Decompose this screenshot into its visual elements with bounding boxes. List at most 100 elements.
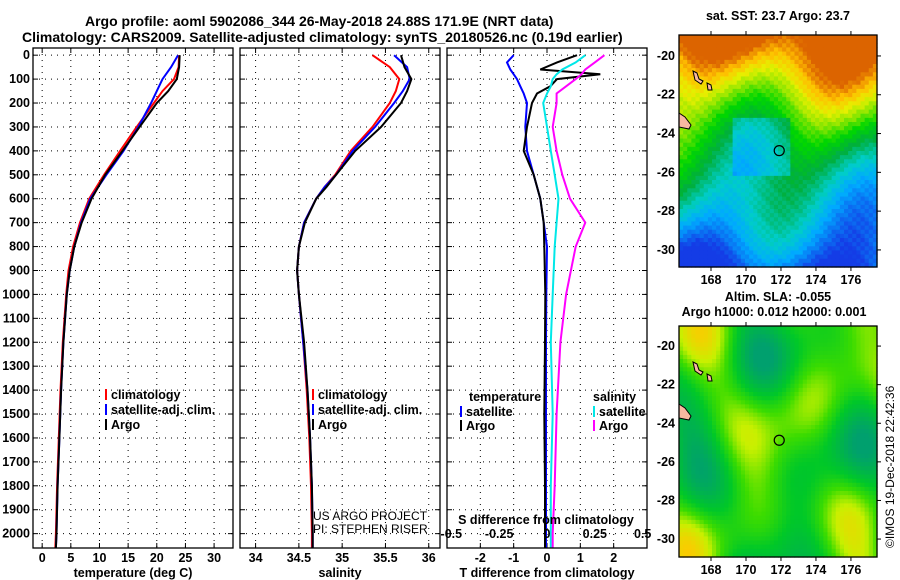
lon-tick-label: 176 [841, 273, 862, 287]
y-tick-label: 800 [9, 240, 30, 254]
map-frame [678, 34, 878, 268]
panel-frame [239, 47, 441, 549]
series-line-satellite-adj-clim- [296, 54, 411, 548]
legend-title-temperature: temperature [469, 390, 541, 404]
lat-tick-label: -24 [657, 127, 675, 141]
s-tick-label: 0.25 [583, 527, 607, 541]
legend-label: Argo [466, 419, 496, 433]
legend-swatch [105, 389, 107, 400]
lat-tick-label: -22 [657, 378, 675, 392]
lon-tick-label: 174 [806, 273, 827, 287]
s-axis-label: S difference from climatology [458, 513, 634, 527]
lat-tick-label: -26 [657, 165, 675, 179]
x-tick-label: 35.5 [373, 551, 397, 565]
lat-tick-label: -28 [657, 204, 675, 218]
legend-title-salinity: salinity [593, 390, 636, 404]
argo-float-marker [773, 434, 785, 446]
x-tick-label: 34 [249, 551, 263, 565]
legend-swatch [312, 404, 314, 415]
lon-tick-label: 168 [701, 563, 722, 577]
map-title: Altim. SLA: -0.055 [725, 290, 831, 304]
lon-tick-label: 174 [806, 563, 827, 577]
profile-panel-2: 34 34.5 35 35.5 36 salinity climatologysatelli… [239, 47, 441, 580]
x-tick-label: 30 [207, 551, 221, 565]
map-title: sat. SST: 23.7 Argo: 23.7 [706, 9, 850, 23]
lat-tick-label: -20 [657, 49, 675, 63]
y-tick-label: 700 [9, 216, 30, 230]
y-tick-label: 0 [23, 48, 30, 62]
y-tick-label: 2000 [2, 527, 30, 541]
lon-tick-label: 170 [736, 563, 757, 577]
s-tick-label: -0.25 [485, 527, 514, 541]
x-tick-label: 5 [67, 551, 74, 565]
lat-tick-label: -28 [657, 493, 675, 507]
s-tick-label: 0 [544, 527, 551, 541]
legend-swatch [593, 420, 595, 431]
lon-tick-label: 168 [701, 273, 722, 287]
legend-label: Argo [111, 418, 141, 432]
legend-label: satellite-adj. clim. [111, 403, 215, 417]
y-tick-label: 1800 [2, 479, 30, 493]
legend-label: satellite [599, 405, 646, 419]
legend-swatch [460, 420, 462, 431]
island-landmass [692, 70, 704, 85]
s-tick-label: -0.5 [441, 527, 463, 541]
legend-swatch [593, 406, 595, 417]
series-line-climatology [54, 55, 181, 549]
y-tick-label: 1200 [2, 335, 30, 349]
y-tick-label: 1100 [3, 311, 30, 325]
y-tick-label: 1000 [2, 287, 30, 301]
y-tick-label: 1900 [2, 503, 30, 517]
x-tick-label: -2 [475, 551, 486, 565]
credit-pi: PI: STEPHEN RISER [313, 522, 428, 536]
credit-project: US ARGO PROJECT [313, 509, 428, 523]
profile-panel-3: -2 -1 0 1 2T difference from climatology temp… [441, 47, 651, 580]
legend-label: climatology [318, 388, 388, 402]
lon-tick-label: 172 [771, 273, 792, 287]
series-line-t-argo [522, 54, 601, 548]
sst-map: 168 170 172 174 176 -20 -22 -24 -26 -28 -30 sat. SS… [657, 9, 881, 287]
lat-tick-label: -22 [657, 88, 675, 102]
x-tick-label: 10 [93, 551, 107, 565]
y-tick-label: 1600 [2, 431, 30, 445]
map-cells [679, 326, 878, 558]
y-tick-label: 1700 [2, 455, 30, 469]
lon-tick-label: 176 [841, 563, 862, 577]
x-tick-label: 36 [422, 551, 436, 565]
legend-swatch [460, 406, 462, 417]
x-tick-label: 0 [39, 551, 46, 565]
y-tick-label: 100 [9, 72, 30, 86]
legend-label: Argo [318, 418, 348, 432]
y-tick-label: 1400 [2, 383, 30, 397]
lon-tick-label: 170 [736, 273, 757, 287]
legend-label: satellite-adj. clim. [318, 403, 422, 417]
lon-tick-label: 172 [771, 563, 792, 577]
y-tick-label: 1300 [2, 359, 30, 373]
panel-frame [446, 47, 648, 549]
island-landmass [692, 361, 704, 376]
lat-tick-label: -30 [657, 243, 675, 257]
title-line-2: Climatology: CARS2009. Satellite-adjuste… [22, 29, 623, 45]
series-line-argo [54, 55, 181, 549]
series-line-s-argo [551, 54, 606, 548]
x-tick-label: 35 [335, 551, 349, 565]
x-tick-label: -1 [508, 551, 519, 565]
x-tick-label: 25 [178, 551, 192, 565]
sla-map: 168 170 172 174 176 -20 -22 -24 -26 -28 -30 Altim. … [657, 290, 881, 577]
y-tick-label: 200 [9, 96, 30, 110]
lat-tick-label: -20 [657, 339, 675, 353]
panel-frame [32, 47, 234, 549]
legend-label: satellite [466, 405, 513, 419]
imos-timestamp: ©IMOS 19-Dec-2018 22:42:36 [883, 385, 897, 548]
x-tick-label: 34.5 [287, 551, 311, 565]
legend-swatch [105, 419, 107, 430]
y-tick-label: 400 [9, 144, 30, 158]
legend-label: Argo [599, 419, 629, 433]
lat-tick-label: -26 [657, 455, 675, 469]
series-line-t-satellite [505, 54, 549, 548]
map-frame [678, 325, 878, 558]
s-tick-label: 0.5 [634, 527, 651, 541]
series-line-argo [296, 54, 413, 548]
x-axis-label: temperature (deg C) [74, 566, 193, 580]
